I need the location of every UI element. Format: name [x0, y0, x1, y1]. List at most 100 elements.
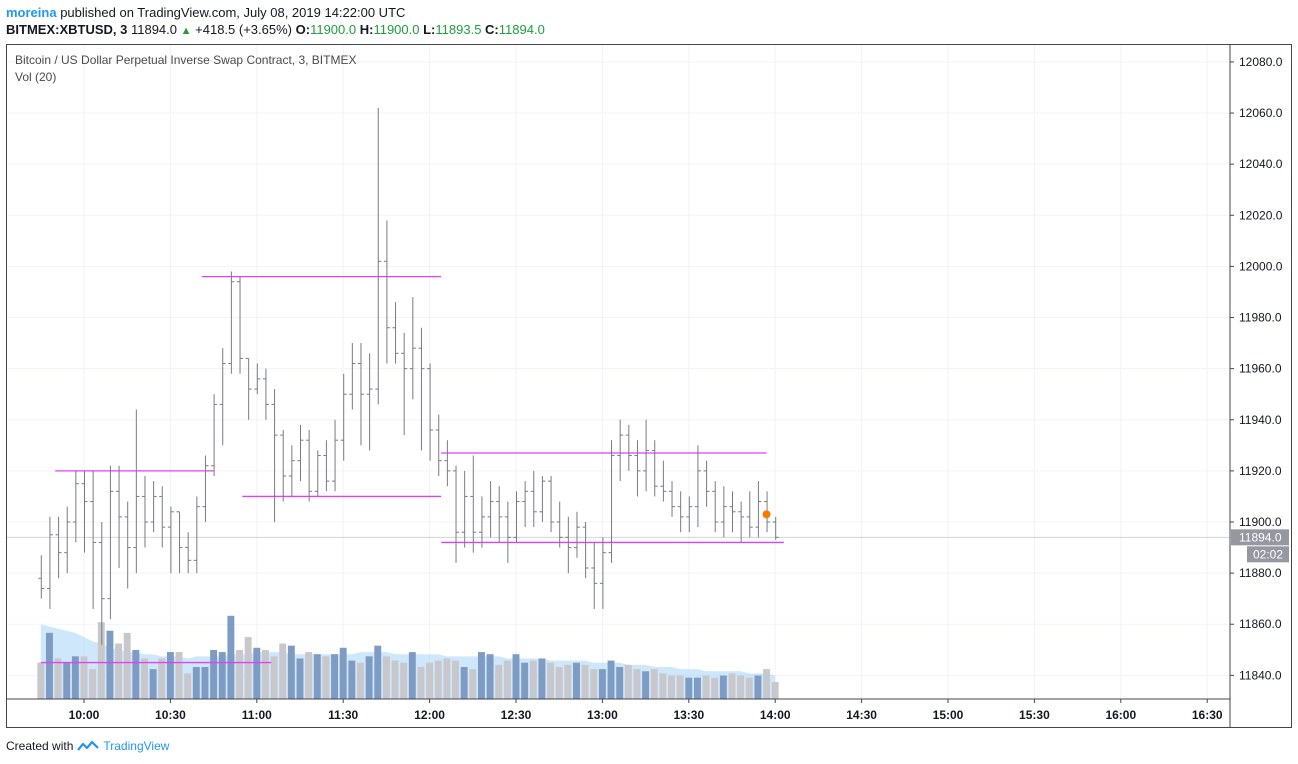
ohlc-bar	[548, 475, 555, 533]
ohlc-bar	[211, 394, 218, 476]
volume-bar	[63, 662, 71, 699]
ohlc-bar	[116, 465, 123, 569]
price-tick-label: 12020.0	[1239, 208, 1283, 222]
ohlc-bar	[237, 276, 244, 374]
ohlc-bar	[332, 419, 339, 492]
ohlc-bar	[176, 511, 183, 574]
low-label: L:	[423, 22, 436, 37]
ohlc-bar	[591, 542, 598, 609]
volume-bar	[227, 615, 235, 699]
volume-bar	[296, 658, 304, 699]
ohlc-bar	[729, 491, 736, 533]
ohlc-bar	[556, 501, 563, 548]
published-text: published on TradingView.com, July 08, 2…	[60, 5, 406, 20]
volume-bar	[477, 652, 485, 699]
volume-bar	[106, 630, 114, 699]
volume-bar	[218, 652, 226, 699]
volume-bar	[348, 660, 356, 699]
ohlc-bar	[383, 220, 390, 364]
ohlc-bar	[582, 522, 589, 579]
ohlc-bar	[478, 496, 485, 548]
marker	[762, 510, 771, 519]
low-value: 11893.5	[435, 22, 482, 37]
price-tick-label: 11860.0	[1239, 617, 1282, 631]
volume-bar	[201, 667, 209, 699]
ohlc-bar	[262, 368, 269, 420]
volume-bar	[495, 664, 503, 699]
ohlc-bar	[669, 481, 676, 517]
volume-bar	[469, 669, 477, 699]
ohlc-bar	[487, 481, 494, 538]
ohlc-bar	[401, 332, 408, 436]
ohlc-bar	[202, 455, 209, 522]
ohlc-bar	[340, 373, 347, 461]
price-tick-label: 12000.0	[1239, 259, 1283, 273]
volume-bar	[261, 649, 269, 699]
ohlc-bar	[746, 491, 753, 538]
volume-bar	[322, 656, 330, 699]
ohlc-bar	[98, 522, 105, 645]
ohlc-bar	[643, 419, 650, 492]
tradingview-brand-link[interactable]: TradingView	[103, 739, 170, 753]
chart-frame	[6, 44, 1292, 728]
ohlc-bar	[522, 481, 529, 528]
time-tick-label: 12:00	[414, 708, 445, 722]
ohlc-bar	[90, 470, 97, 609]
volume-bar	[244, 637, 252, 699]
grid	[7, 45, 1230, 699]
volume-bar	[711, 677, 719, 699]
volume-bar	[253, 647, 261, 699]
price-change: +418.5 (+3.65%)	[195, 22, 292, 37]
time-tick-label: 11:30	[328, 708, 358, 722]
price-tick-label: 11960.0	[1239, 362, 1282, 376]
volume-bar	[175, 652, 183, 699]
last-price: 11894.0	[130, 22, 177, 37]
volume-bar	[676, 675, 684, 699]
time-tick-label: 12:30	[501, 708, 532, 722]
published-line: moreina published on TradingView.com, Ju…	[6, 5, 405, 21]
volume-bar	[71, 656, 79, 699]
volume-bar	[737, 675, 745, 699]
volume-bar	[54, 658, 62, 699]
time-tick-label: 15:30	[1019, 708, 1050, 722]
volume-bar	[400, 662, 408, 699]
time-tick-label: 10:30	[155, 708, 186, 722]
symbol-info-line: BITMEX:XBTUSD, 3 11894.0 ▲ +418.5 (+3.65…	[6, 22, 545, 39]
volume-bar	[486, 654, 494, 699]
ohlc-bar	[306, 429, 313, 502]
volume-bar	[460, 667, 468, 699]
volume-bar	[443, 658, 451, 699]
time-tick-label: 15:00	[933, 708, 964, 722]
ohlc-bar	[392, 302, 399, 364]
ohlc-bar	[470, 455, 477, 553]
countdown-label: 02:02	[1253, 547, 1283, 561]
volume-bar	[115, 643, 123, 699]
volume-bar	[149, 669, 157, 699]
volume-bar	[305, 652, 313, 699]
author-name[interactable]: moreina	[6, 5, 57, 20]
volume-bar	[521, 662, 529, 699]
volume-bar	[210, 649, 218, 699]
volume-bar	[313, 654, 321, 699]
volume-bar	[80, 656, 88, 699]
ohlc-bar	[72, 470, 79, 543]
volume-bar	[426, 662, 434, 699]
ohlc-bar	[539, 475, 546, 522]
countdown-box	[1247, 546, 1289, 563]
volume-bar	[391, 660, 399, 699]
volume-bar	[236, 649, 243, 699]
volume-bar	[642, 671, 650, 699]
volume-bar	[331, 654, 339, 699]
ohlc-bar	[150, 481, 157, 533]
volume-bar	[184, 673, 192, 699]
volume-bar	[270, 656, 278, 699]
volume-bar	[685, 677, 693, 699]
price-tick-label: 11920.0	[1239, 464, 1282, 478]
price-axis: 11840.0 11860.0 11880.0 11900.0 11920.0 11940…	[1229, 45, 1289, 727]
ohlc-bar	[193, 496, 200, 574]
volume-bar	[659, 673, 667, 699]
volume-bar	[555, 667, 563, 699]
volume-bar	[452, 660, 459, 699]
time-tick-label: 16:00	[1105, 708, 1136, 722]
